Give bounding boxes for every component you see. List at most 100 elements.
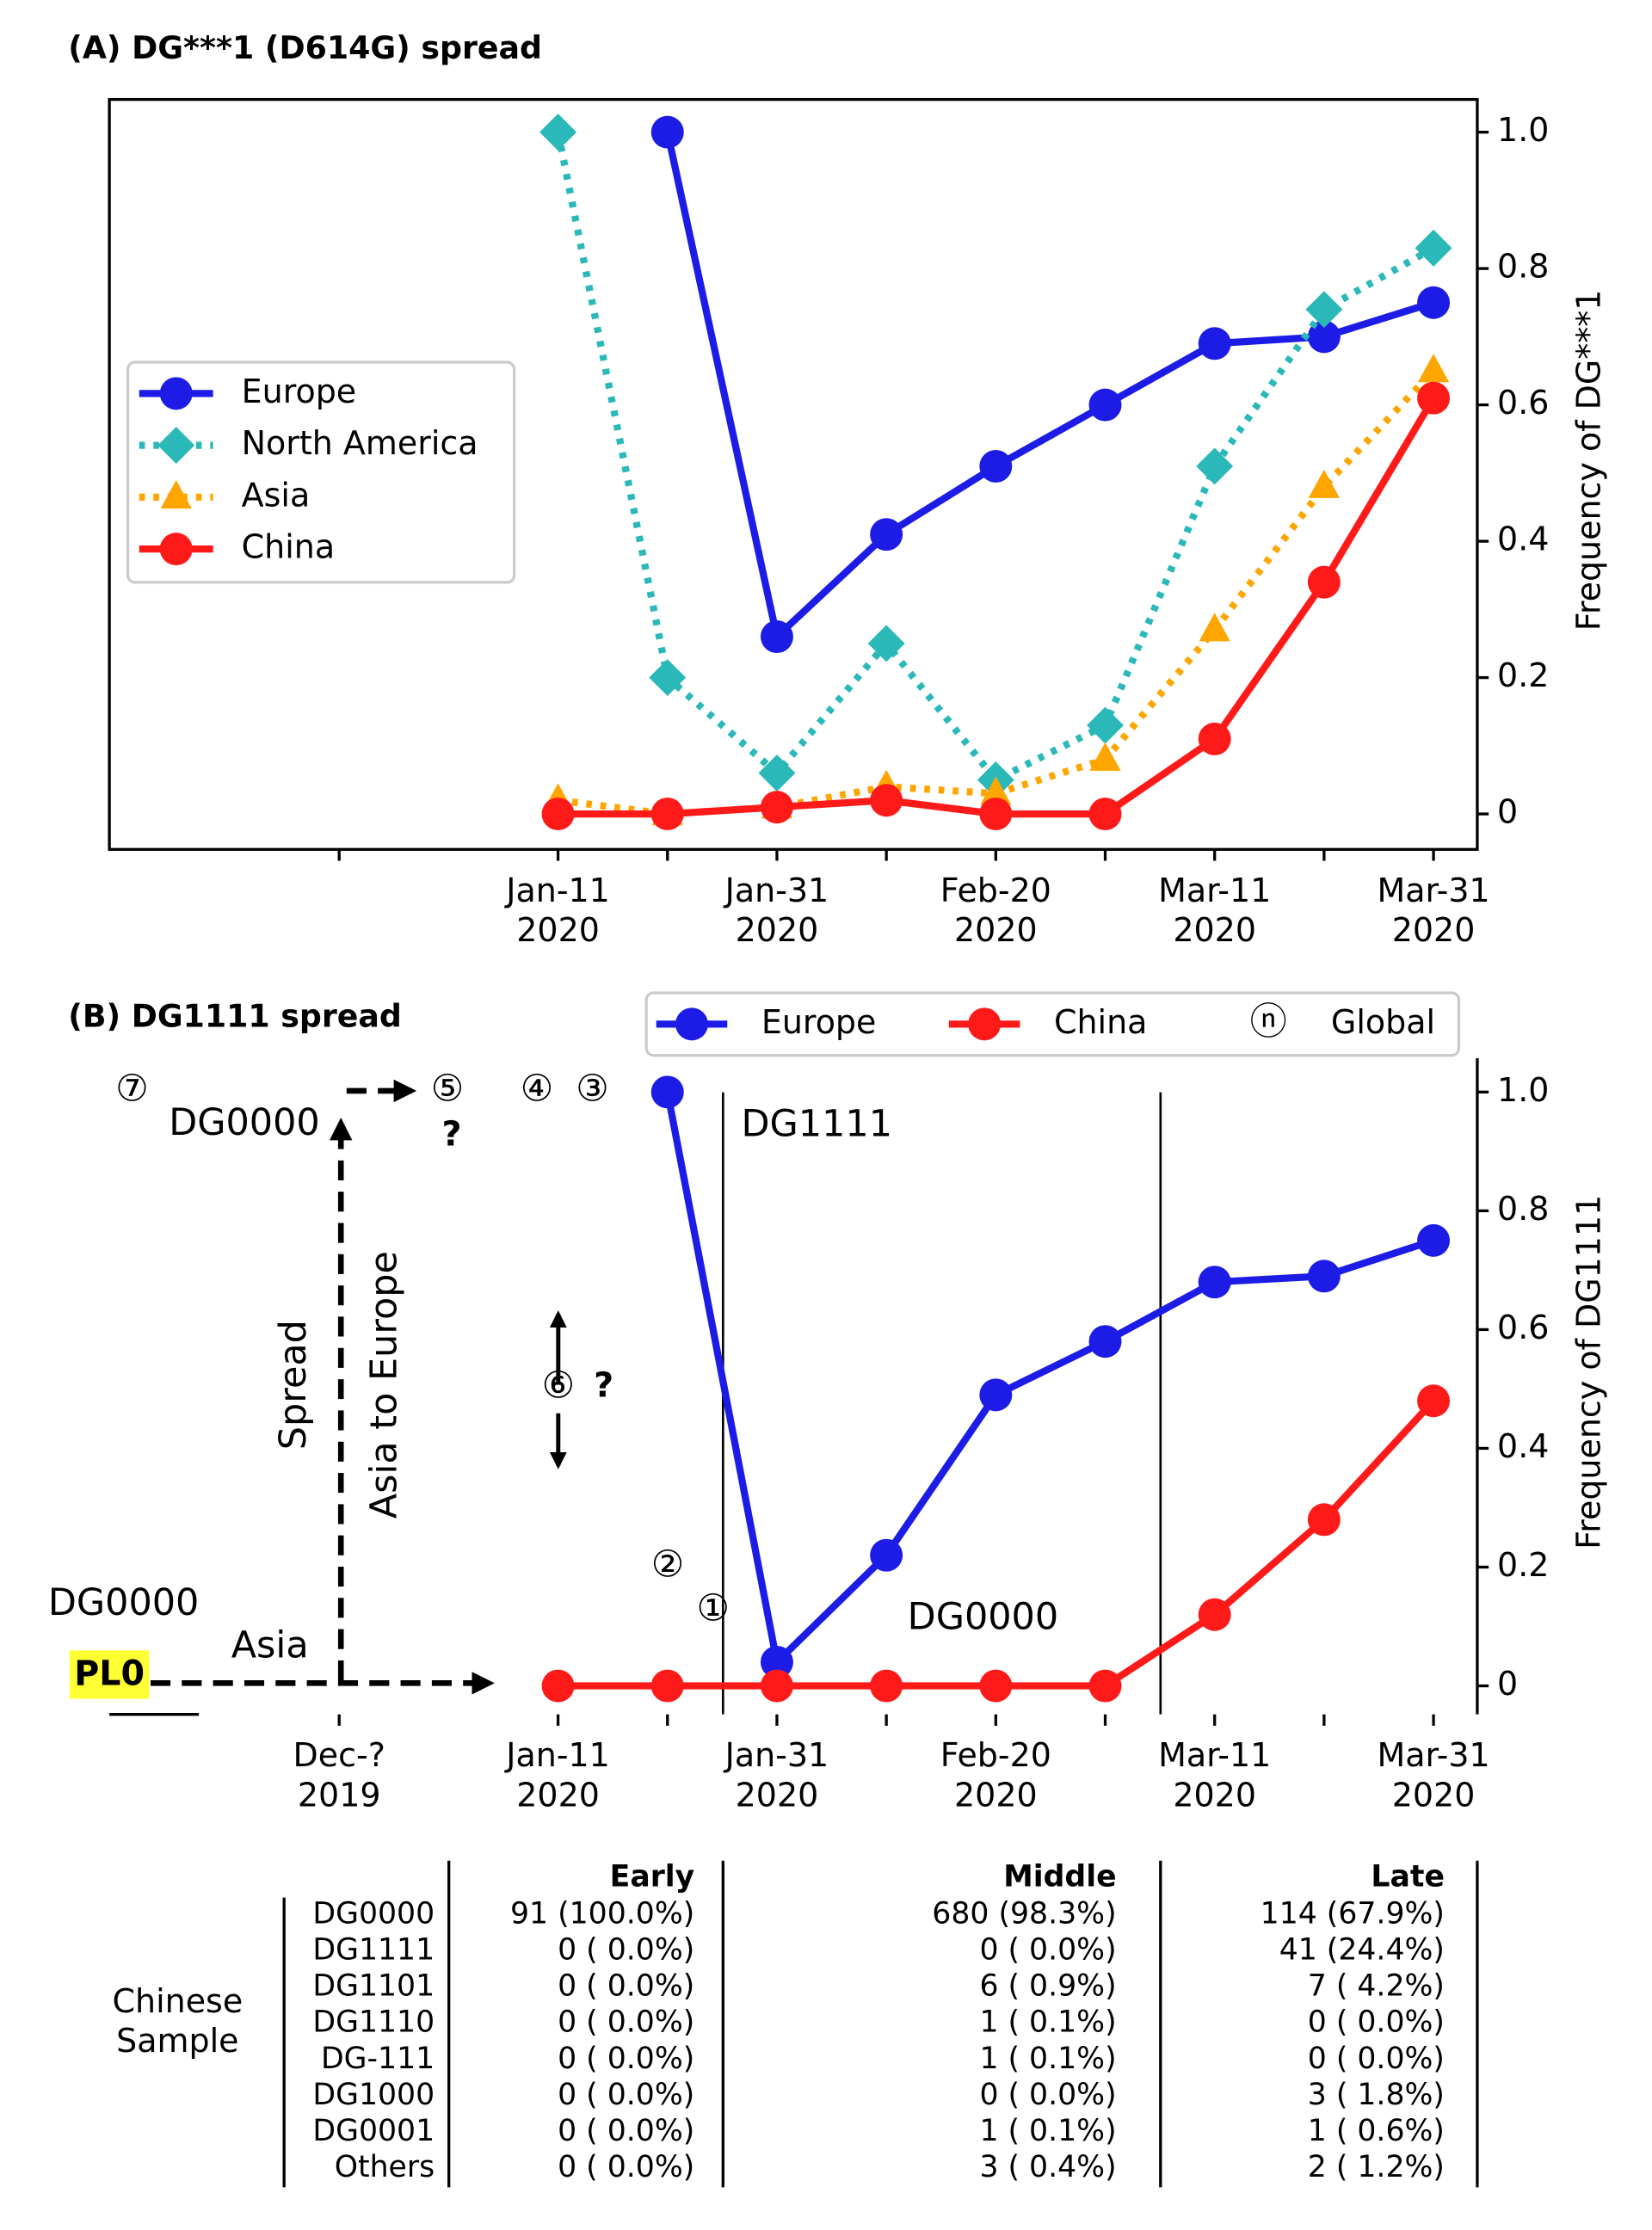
axes-frame bbox=[108, 97, 1479, 851]
y-tick-label: 0.4 bbox=[1497, 521, 1549, 558]
marker bbox=[1417, 1223, 1451, 1257]
text-line: 2020 bbox=[1392, 911, 1476, 949]
table-cell: 0 ( 0.0%) bbox=[1308, 2005, 1445, 2040]
text-line: Jan-31 bbox=[724, 1736, 829, 1774]
legend-marker bbox=[159, 377, 193, 410]
legend-marker bbox=[159, 533, 193, 566]
marker bbox=[980, 776, 1012, 805]
table-row-label: DG0000 bbox=[312, 1896, 435, 1931]
table-header: Late bbox=[1371, 1860, 1445, 1894]
marker bbox=[979, 798, 1013, 831]
series bbox=[650, 1075, 1451, 1679]
x-tick-label: Mar-31 2020 bbox=[1377, 1736, 1489, 1814]
legend-symbol: ⓝ bbox=[1250, 1001, 1287, 1044]
annotation: Asia to Europe bbox=[363, 1251, 406, 1518]
highlight bbox=[69, 1650, 150, 1699]
table-cell: 3 ( 1.8%) bbox=[1308, 2078, 1445, 2112]
table-cell: 3 ( 0.4%) bbox=[979, 2150, 1116, 2184]
annotation: ? bbox=[441, 1114, 461, 1154]
legend-marker bbox=[157, 427, 195, 465]
marker bbox=[541, 798, 575, 831]
annotation: PL0 bbox=[74, 1654, 145, 1694]
x-tick-label: Jan-31 2020 bbox=[724, 871, 829, 948]
text-line: Feb-20 bbox=[940, 871, 1051, 909]
text-line: Jan-31 bbox=[724, 871, 829, 909]
marker bbox=[1087, 706, 1124, 744]
table-row-label: DG0001 bbox=[312, 2114, 435, 2148]
marker bbox=[650, 1075, 684, 1109]
series-line bbox=[663, 1091, 1435, 1666]
marker bbox=[1417, 1384, 1451, 1418]
marker bbox=[760, 620, 793, 654]
text-line: 2020 bbox=[1173, 1776, 1256, 1814]
marker bbox=[758, 755, 796, 792]
text-line: Jan-11 bbox=[504, 1736, 610, 1774]
y-tick-label: 0.8 bbox=[1497, 248, 1549, 286]
table-cell: 0 ( 0.0%) bbox=[558, 2042, 694, 2076]
marker bbox=[1198, 327, 1231, 360]
legend-label: Global bbox=[1331, 1003, 1435, 1041]
y-tick-label: 0.8 bbox=[1497, 1190, 1549, 1228]
marker bbox=[1088, 388, 1122, 422]
table-header: Middle bbox=[1003, 1860, 1116, 1894]
marker bbox=[1089, 742, 1121, 771]
x-tick-label: Jan-11 2020 bbox=[504, 1736, 610, 1814]
x-tick-label: Jan-31 2020 bbox=[724, 1736, 829, 1814]
annotation: ① bbox=[697, 1587, 730, 1630]
marker bbox=[870, 518, 903, 551]
table-cell: 0 ( 0.0%) bbox=[979, 1933, 1116, 1968]
table-cell: 0 ( 0.0%) bbox=[558, 2078, 694, 2112]
text-line: 2019 bbox=[298, 1776, 381, 1814]
y-tick-label: 0.2 bbox=[1497, 656, 1549, 694]
legend-label: Europe bbox=[761, 1003, 877, 1041]
chart-title: (A) DG***1 (D614G) spread bbox=[68, 29, 542, 66]
text-line: Dec-? bbox=[293, 1736, 385, 1774]
annotation: DG0000 bbox=[169, 1101, 319, 1144]
legend-label: China bbox=[242, 528, 335, 566]
y-tick-label: 0.4 bbox=[1497, 1427, 1549, 1465]
text-line: 2020 bbox=[1392, 1776, 1476, 1814]
text-line: Mar-31 bbox=[1377, 871, 1489, 909]
table-header: Early bbox=[610, 1860, 695, 1894]
table-cell: 0 ( 0.0%) bbox=[1308, 2042, 1445, 2076]
table-cell: 0 ( 0.0%) bbox=[558, 2114, 694, 2148]
text-line: 2020 bbox=[1173, 911, 1256, 949]
table-cell: 91 (100.0%) bbox=[510, 1896, 694, 1931]
marker bbox=[1088, 798, 1122, 831]
marker bbox=[1307, 1260, 1341, 1293]
y-tick-label: 0.6 bbox=[1497, 1309, 1549, 1346]
marker bbox=[870, 784, 903, 817]
legend-label: China bbox=[1054, 1003, 1147, 1041]
text-line: Mar-11 bbox=[1158, 1736, 1271, 1774]
text-line: 2020 bbox=[954, 911, 1038, 949]
y-tick-label: 1.0 bbox=[1497, 1071, 1549, 1109]
marker bbox=[760, 791, 793, 824]
marker bbox=[650, 115, 684, 149]
x-tick-label: Dec-? 2019 bbox=[293, 1736, 385, 1814]
table-row-label: DG1000 bbox=[312, 2078, 435, 2112]
table-cell: 0 ( 0.0%) bbox=[979, 2078, 1116, 2112]
annotation: ③ bbox=[576, 1067, 608, 1110]
x-tick-label: Mar-31 2020 bbox=[1377, 871, 1489, 948]
table-row-label: DG1101 bbox=[312, 1969, 435, 2004]
marker bbox=[870, 1669, 903, 1703]
y-tick-label: 0.6 bbox=[1497, 384, 1549, 422]
annotation: DG1111 bbox=[742, 1103, 892, 1146]
legend-marker bbox=[160, 480, 192, 509]
y-tick-label: 0 bbox=[1497, 793, 1518, 831]
table-cell: 1 ( 0.1%) bbox=[979, 2114, 1116, 2148]
annotation: ⑦ bbox=[115, 1067, 148, 1110]
annotation: DG0000 bbox=[908, 1596, 1058, 1639]
x-tick-label: Feb-20 2020 bbox=[940, 871, 1051, 948]
marker bbox=[1199, 613, 1230, 642]
text-line: Mar-11 bbox=[1158, 871, 1271, 909]
y-axis-label: Frequency of DG***1 bbox=[1570, 290, 1608, 631]
marker bbox=[650, 798, 684, 831]
marker bbox=[870, 1538, 903, 1572]
text-line: 2020 bbox=[736, 1776, 819, 1814]
annotation: ④ bbox=[521, 1067, 553, 1110]
marker bbox=[539, 114, 577, 151]
table-rules bbox=[282, 1860, 1479, 2188]
legend-box bbox=[126, 360, 516, 584]
